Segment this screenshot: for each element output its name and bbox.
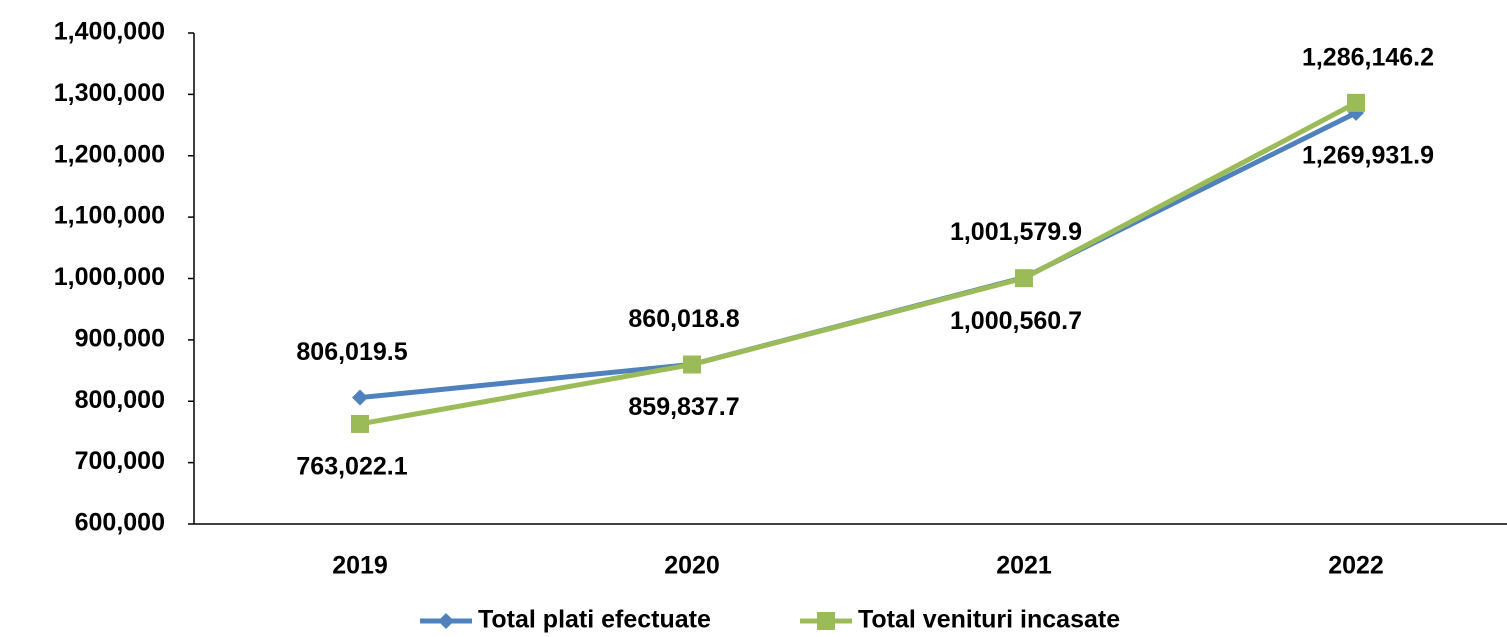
- y-tick-label: 800,000: [75, 386, 165, 414]
- series-line: [359, 110, 1358, 401]
- series-line: [359, 100, 1358, 427]
- legend-marker: [817, 612, 835, 630]
- data-point: [1347, 93, 1365, 112]
- data-label: 1,286,146.2: [1302, 43, 1434, 71]
- legend-label: Total plati efectuate: [478, 606, 711, 634]
- y-tick-label: 1,200,000: [54, 140, 165, 168]
- y-tick-label: 600,000: [75, 509, 165, 537]
- data-point: [352, 389, 368, 406]
- y-tick-label: 1,100,000: [54, 202, 165, 230]
- data-label: 859,837.7: [628, 393, 739, 421]
- data-label: 860,018.8: [628, 305, 739, 333]
- y-tick-label: 700,000: [75, 447, 165, 475]
- legend-label: Total venituri incasate: [858, 606, 1120, 634]
- x-tick-label: 2022: [1328, 552, 1384, 580]
- data-point: [683, 355, 701, 374]
- x-tick-label: 2020: [664, 552, 720, 580]
- data-label: 763,022.1: [296, 453, 407, 481]
- data-point: [351, 414, 369, 433]
- y-tick-label: 1,300,000: [54, 79, 165, 107]
- y-tick-label: 1,400,000: [54, 18, 165, 46]
- data-label: 1,001,579.9: [950, 218, 1082, 246]
- data-label: 1,000,560.7: [950, 307, 1082, 335]
- x-tick-label: 2019: [332, 552, 388, 580]
- data-point: [1015, 269, 1033, 288]
- data-label: 806,019.5: [296, 338, 407, 366]
- x-tick-label: 2021: [996, 552, 1052, 580]
- data-label: 1,269,931.9: [1302, 141, 1434, 169]
- y-tick-label: 900,000: [75, 324, 165, 352]
- y-tick-label: 1,000,000: [54, 263, 165, 291]
- legend-marker: [438, 613, 454, 629]
